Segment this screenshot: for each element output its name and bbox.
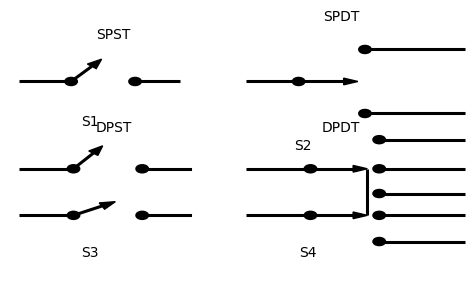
Circle shape bbox=[129, 78, 141, 85]
Circle shape bbox=[137, 212, 148, 219]
Circle shape bbox=[68, 212, 79, 219]
Text: S4: S4 bbox=[300, 246, 317, 260]
Text: DPST: DPST bbox=[96, 121, 132, 135]
Text: SPDT: SPDT bbox=[323, 10, 359, 24]
Circle shape bbox=[359, 46, 371, 53]
Circle shape bbox=[374, 190, 385, 197]
Circle shape bbox=[65, 78, 77, 85]
Circle shape bbox=[68, 165, 79, 172]
Polygon shape bbox=[87, 59, 101, 69]
Polygon shape bbox=[344, 78, 358, 85]
Circle shape bbox=[359, 110, 371, 117]
Polygon shape bbox=[89, 146, 103, 155]
Circle shape bbox=[137, 165, 148, 172]
Text: SPST: SPST bbox=[97, 28, 131, 42]
Text: S1: S1 bbox=[81, 115, 99, 129]
Circle shape bbox=[293, 78, 304, 85]
Circle shape bbox=[305, 212, 316, 219]
Polygon shape bbox=[99, 202, 115, 209]
Circle shape bbox=[374, 212, 385, 219]
Polygon shape bbox=[353, 212, 367, 219]
Text: S2: S2 bbox=[295, 139, 312, 152]
Circle shape bbox=[374, 165, 385, 172]
Polygon shape bbox=[353, 166, 367, 172]
Text: DPDT: DPDT bbox=[322, 121, 360, 135]
Circle shape bbox=[374, 136, 385, 143]
Text: S3: S3 bbox=[82, 246, 99, 260]
Circle shape bbox=[305, 165, 316, 172]
Circle shape bbox=[374, 238, 385, 245]
